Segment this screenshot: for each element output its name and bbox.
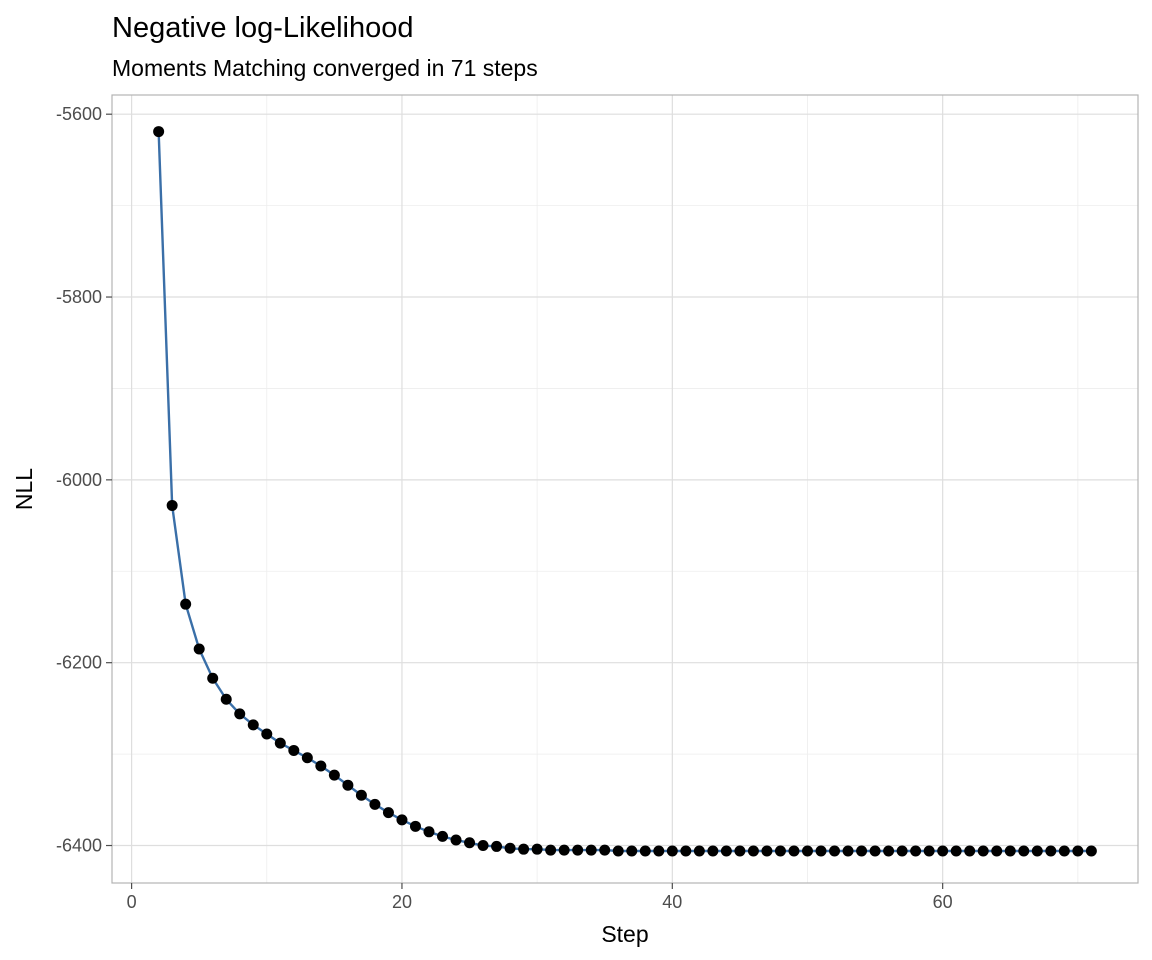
data-point [964, 845, 976, 857]
data-point [585, 844, 597, 856]
data-point [531, 843, 543, 855]
data-point [788, 845, 800, 857]
data-point [437, 830, 449, 842]
data-point [856, 845, 868, 857]
data-point [180, 598, 192, 610]
data-point [261, 728, 273, 740]
data-point [801, 845, 813, 857]
series-line-path [157, 131, 1092, 853]
data-point [545, 844, 557, 856]
data-point [193, 643, 205, 655]
series-line [157, 131, 1092, 853]
data-point [491, 840, 503, 852]
y-tick-label: -5800 [56, 287, 102, 307]
data-point [572, 844, 584, 856]
data-point [328, 769, 340, 781]
data-point [274, 737, 286, 749]
data-point [734, 845, 746, 857]
data-point [220, 693, 232, 705]
data-point [977, 845, 989, 857]
x-tick-label: 0 [127, 892, 137, 912]
data-point [477, 840, 489, 852]
x-tick-label: 20 [392, 892, 412, 912]
data-point [815, 845, 827, 857]
chart-subtitle: Moments Matching converged in 71 steps [112, 55, 538, 81]
data-point [1018, 845, 1030, 857]
data-point [355, 789, 367, 801]
data-point [247, 719, 259, 731]
plot-panel-border [111, 94, 1139, 884]
data-point [774, 845, 786, 857]
data-point [1072, 845, 1084, 857]
data-point [1045, 845, 1057, 857]
data-point [910, 845, 922, 857]
y-axis: -5600 -5800 -6000 -6200 -6400 [56, 104, 112, 856]
data-point [612, 845, 624, 857]
data-point [234, 708, 246, 720]
data-point [301, 752, 313, 764]
x-tick-label: 40 [662, 892, 682, 912]
data-point [342, 779, 354, 791]
data-point [288, 744, 300, 756]
data-point [720, 845, 732, 857]
data-point [869, 845, 881, 857]
data-point [707, 845, 719, 857]
data-point [153, 126, 165, 138]
data-point [1031, 845, 1043, 857]
y-tick-label: -5600 [56, 104, 102, 124]
data-point [464, 837, 476, 849]
data-point [896, 845, 908, 857]
x-axis-title: Step [601, 921, 648, 947]
data-point [1085, 845, 1097, 857]
minor-gridlines [112, 95, 1138, 883]
chart-title: Negative log-Likelihood [112, 12, 413, 44]
data-point [315, 760, 327, 772]
data-point [558, 844, 570, 856]
data-point [166, 499, 178, 511]
y-tick-label: -6000 [56, 470, 102, 490]
data-point [409, 820, 421, 832]
data-points [153, 126, 1097, 857]
data-point [599, 844, 611, 856]
y-tick-label: -6400 [56, 836, 102, 856]
data-point [991, 845, 1003, 857]
data-point [937, 845, 949, 857]
x-axis: 0 20 40 60 [127, 883, 953, 912]
data-point [207, 672, 219, 684]
data-point [369, 798, 381, 810]
data-point [950, 845, 962, 857]
data-point [842, 845, 854, 857]
data-point [883, 845, 895, 857]
data-point [666, 845, 678, 857]
data-point [423, 826, 435, 838]
data-point [747, 845, 759, 857]
data-point [680, 845, 692, 857]
y-tick-label: -6200 [56, 653, 102, 673]
data-point [396, 814, 408, 826]
data-point [639, 845, 651, 857]
data-point [450, 834, 462, 846]
data-point [761, 845, 773, 857]
y-axis-title: NLL [11, 468, 37, 510]
data-point [1004, 845, 1016, 857]
data-point [504, 842, 516, 854]
x-tick-label: 60 [933, 892, 953, 912]
data-point [518, 843, 530, 855]
data-point [1058, 845, 1070, 857]
data-point [626, 845, 638, 857]
data-point [923, 845, 935, 857]
data-point [653, 845, 665, 857]
data-point [382, 807, 394, 819]
major-gridlines [112, 95, 1138, 883]
data-point [693, 845, 705, 857]
data-point [829, 845, 841, 857]
